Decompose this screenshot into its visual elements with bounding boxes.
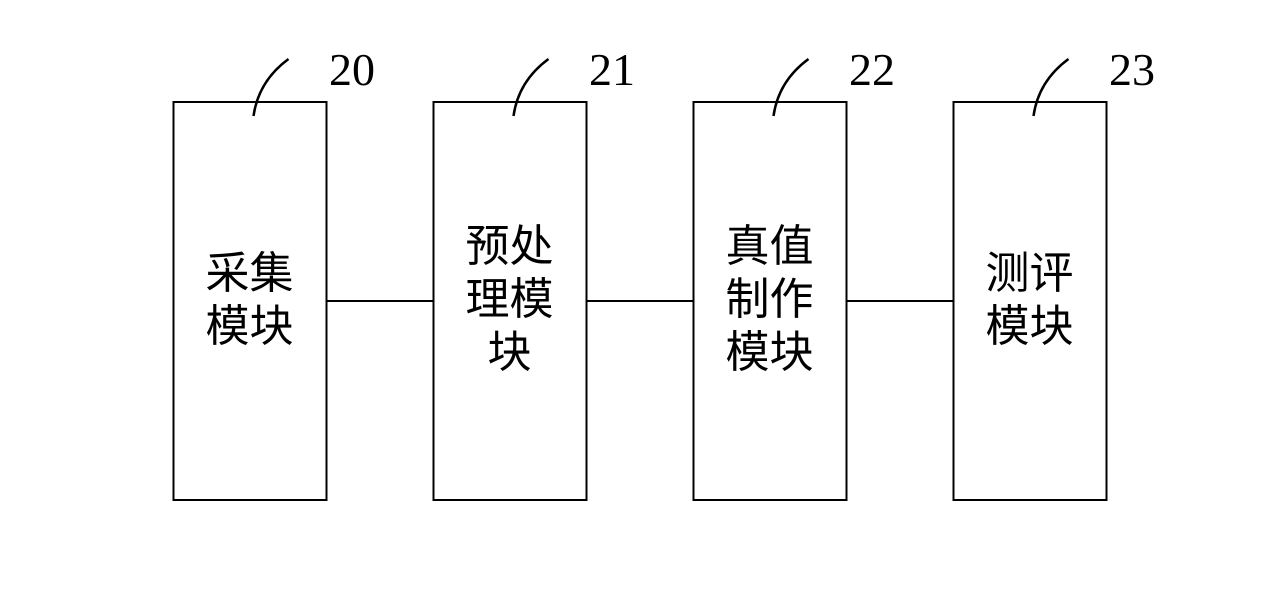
label-number-0: 20 [329,43,375,96]
connector-2 [847,300,952,302]
module-box-3: 23 测评 模块 [952,101,1107,501]
diagram-container: 20 采集 模块 21 预处 理模 块 22 真值 制作 模块 [172,101,1107,501]
label-container-3: 23 [1109,43,1155,96]
module-text-line-2-2: 模块 [726,327,814,380]
label-number-3: 23 [1109,43,1155,96]
module-box-2: 22 真值 制作 模块 [692,101,847,501]
label-number-1: 21 [589,43,635,96]
module-text-line-3-1: 模块 [986,301,1074,354]
module-text-0: 采集 模块 [198,248,302,354]
module-text-line-2-1: 制作 [726,274,814,327]
module-text-line-0-1: 模块 [206,301,294,354]
connector-0 [327,300,432,302]
label-container-0: 20 [329,43,375,96]
module-text-line-1-0: 预处 [466,221,554,274]
module-text-2: 真值 制作 模块 [718,221,822,379]
module-text-line-0-0: 采集 [206,248,294,301]
module-text-line-3-0: 测评 [986,248,1074,301]
label-curve-1 [503,51,563,121]
label-curve-3 [1023,51,1083,121]
connector-1 [587,300,692,302]
label-container-1: 21 [589,43,635,96]
module-box-0: 20 采集 模块 [172,101,327,501]
label-curve-0 [243,51,303,121]
label-number-2: 22 [849,43,895,96]
label-curve-2 [763,51,823,121]
module-text-line-2-0: 真值 [726,221,814,274]
module-text-line-1-2: 块 [488,327,532,380]
module-box-1: 21 预处 理模 块 [432,101,587,501]
module-text-3: 测评 模块 [978,248,1082,354]
module-text-1: 预处 理模 块 [458,221,562,379]
module-text-line-1-1: 理模 [466,274,554,327]
label-container-2: 22 [849,43,895,96]
